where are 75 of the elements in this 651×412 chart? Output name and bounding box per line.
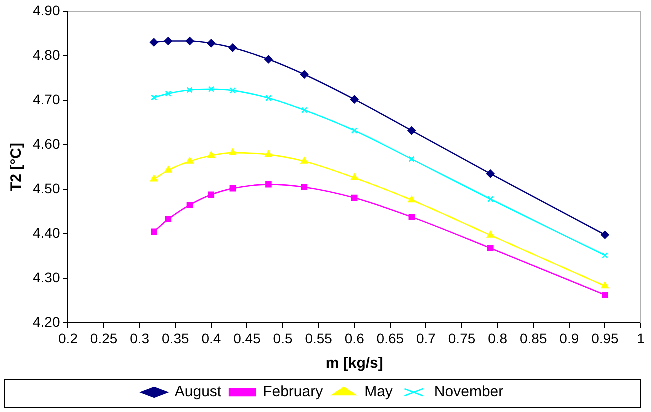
- point: [300, 157, 308, 164]
- point: [488, 196, 494, 202]
- point: [229, 148, 237, 156]
- y-tick-label: 4.40: [33, 224, 60, 241]
- point: [300, 70, 309, 79]
- x-tick-label: 0.45: [234, 330, 262, 346]
- legend-label: November: [434, 384, 504, 401]
- point: [207, 39, 216, 48]
- point: [488, 245, 494, 252]
- point: [301, 184, 308, 190]
- x-tick-label: 0.5: [273, 330, 293, 346]
- y-tick-label: 4.50: [33, 180, 60, 196]
- x-tick-label: 0.55: [305, 330, 333, 346]
- legend-label: February: [263, 384, 324, 401]
- point: [228, 44, 238, 52]
- point: [602, 282, 609, 289]
- point: [165, 216, 172, 223]
- point: [208, 192, 215, 198]
- point: [151, 228, 158, 236]
- y-tick-label: 4.60: [33, 136, 60, 152]
- point: [352, 194, 358, 202]
- y-axis-title: T2 [°C]: [8, 143, 26, 192]
- point: [408, 196, 416, 203]
- point: [151, 94, 158, 101]
- x-tick-label: 0.95: [592, 330, 620, 346]
- point: [165, 90, 172, 97]
- point: [186, 37, 194, 46]
- point: [352, 128, 358, 134]
- point: [186, 157, 194, 164]
- point: [601, 230, 610, 240]
- y-tick-label: 4.30: [33, 270, 60, 286]
- x-tick-label: 0.25: [90, 330, 118, 346]
- legend-label: August: [174, 384, 222, 401]
- x-tick-label: 0.3: [130, 330, 150, 346]
- x-tick-label: 0.75: [448, 330, 476, 346]
- x-tick-label: 0.4: [202, 330, 222, 346]
- x-tick-label: 1: [637, 330, 646, 346]
- x-tick-label: 0.7: [416, 330, 436, 346]
- x-tick-label: 0.9: [560, 330, 580, 346]
- x-tick-label: 0.2: [58, 330, 78, 346]
- y-tick-label: 4.20: [33, 314, 60, 330]
- point: [150, 175, 158, 182]
- point: [602, 252, 608, 259]
- legend-label: May: [364, 384, 394, 401]
- point: [486, 170, 495, 178]
- point: [186, 202, 194, 208]
- point: [186, 87, 194, 94]
- point: [266, 95, 272, 102]
- x-tick-label: 0.35: [162, 330, 190, 346]
- y-tick-label: 4.70: [33, 91, 60, 108]
- point: [208, 86, 215, 92]
- point: [230, 88, 236, 94]
- point: [208, 152, 216, 158]
- point: [301, 107, 308, 114]
- x-tick-label: 0.8: [488, 330, 508, 346]
- x-tick-label: 0.6: [344, 330, 365, 346]
- point: [150, 38, 158, 47]
- point: [264, 55, 273, 64]
- x-axis-title: m [kg/s]: [326, 355, 384, 372]
- point: [350, 174, 358, 180]
- x-tick-label: 0.65: [376, 330, 404, 346]
- point: [164, 166, 172, 173]
- point: [164, 37, 173, 46]
- point: [408, 214, 416, 220]
- point: [265, 150, 272, 158]
- x-tick-label: 0.85: [520, 330, 548, 346]
- point: [266, 182, 272, 188]
- y-tick-label: 4.80: [33, 46, 60, 63]
- point: [350, 95, 359, 104]
- y-tick-label: 4.90: [33, 2, 60, 18]
- point: [408, 156, 416, 162]
- point: [602, 292, 608, 298]
- point: [408, 126, 416, 135]
- point: [230, 186, 236, 192]
- point: [486, 231, 494, 238]
